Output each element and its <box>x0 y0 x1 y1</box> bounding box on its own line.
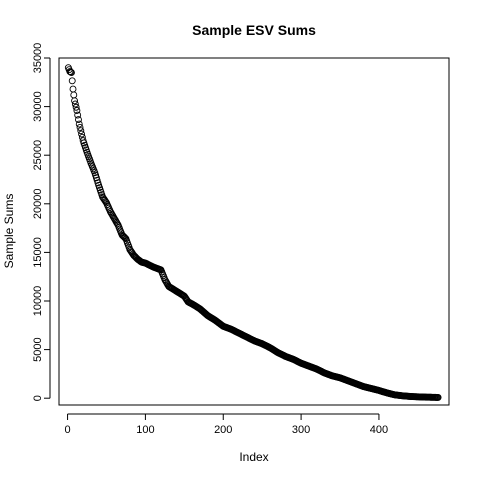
chart-title: Sample ESV Sums <box>192 22 316 38</box>
x-tick-label: 300 <box>292 424 310 436</box>
y-axis-label: Sample Sums <box>2 194 16 269</box>
data-point <box>69 78 75 84</box>
x-tick-label: 0 <box>65 424 71 436</box>
y-tick-label: 15000 <box>32 237 44 268</box>
x-tick-label: 200 <box>214 424 232 436</box>
y-tick-label: 20000 <box>32 189 44 220</box>
x-axis: 0 100 200 300 400 <box>65 414 389 436</box>
y-tick-label: 25000 <box>32 140 44 171</box>
y-tick-label: 35000 <box>32 43 44 74</box>
y-axis: 0 5000 10000 15000 20000 25000 30000 35000 <box>32 43 50 402</box>
x-tick-label: 100 <box>136 424 154 436</box>
y-tick-label: 30000 <box>32 91 44 122</box>
x-tick-label: 400 <box>370 424 388 436</box>
data-point <box>71 92 77 98</box>
data-point <box>70 86 76 92</box>
y-tick-label: 10000 <box>32 286 44 317</box>
data-points <box>65 65 441 401</box>
y-tick-label: 5000 <box>32 337 44 361</box>
y-tick-label: 0 <box>32 395 44 401</box>
x-axis-label: Index <box>239 450 268 464</box>
